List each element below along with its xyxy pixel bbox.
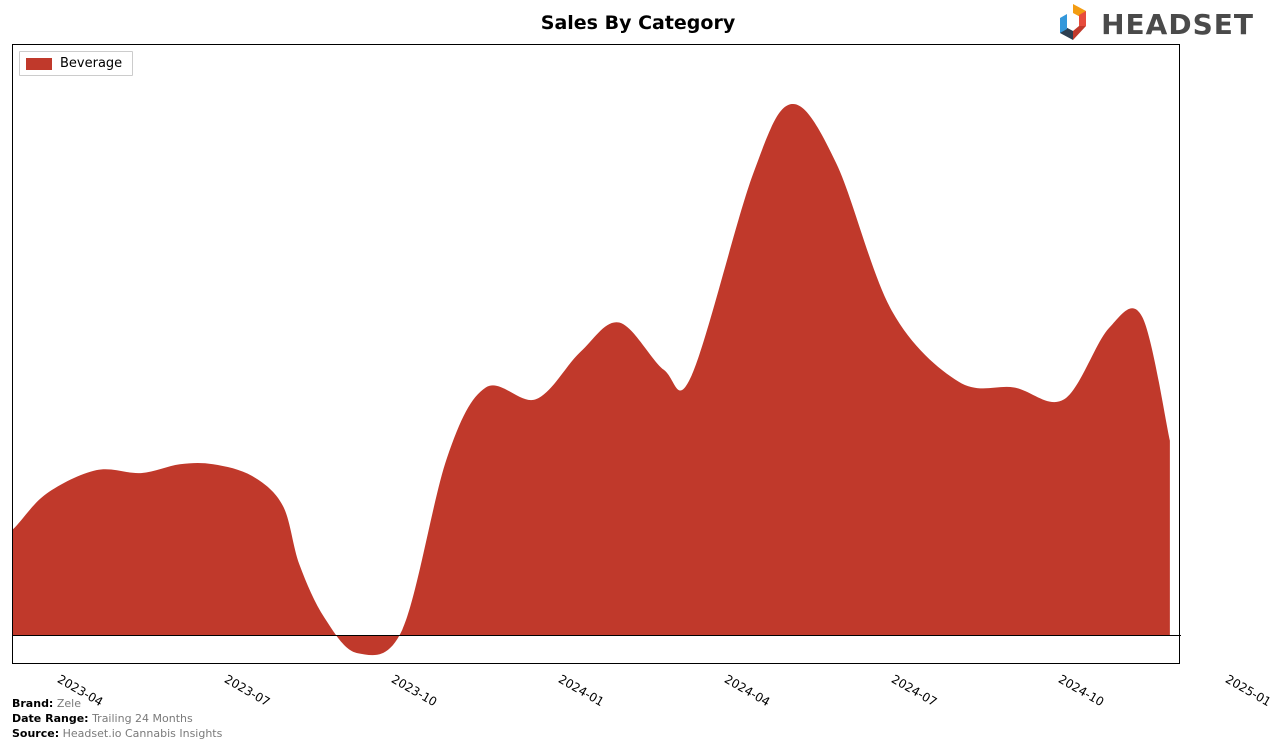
legend-swatch [26, 58, 52, 70]
footer: Brand: Zele Date Range: Trailing 24 Mont… [12, 697, 222, 742]
area-chart-svg [13, 45, 1181, 665]
area-series-beverage [0, 104, 1170, 655]
xtick-label: 2023-07 [222, 672, 272, 709]
legend-label: Beverage [60, 56, 122, 71]
xtick-label: 2023-10 [389, 672, 439, 709]
xtick-label: 2024-01 [556, 672, 606, 709]
xtick-label: 2024-04 [722, 672, 772, 709]
logo: HEADSET [1053, 2, 1254, 46]
xtick-label: 2024-10 [1056, 672, 1106, 709]
xtick-label: 2025-01 [1223, 672, 1273, 709]
logo-text: HEADSET [1101, 8, 1254, 41]
legend: Beverage [19, 51, 133, 76]
xtick-label: 2024-07 [889, 672, 939, 709]
plot-area: Beverage [12, 44, 1180, 664]
logo-icon [1053, 2, 1093, 46]
footer-brand: Brand: Zele [12, 697, 222, 712]
footer-date-range: Date Range: Trailing 24 Months [12, 712, 222, 727]
footer-source: Source: Headset.io Cannabis Insights [12, 727, 222, 742]
